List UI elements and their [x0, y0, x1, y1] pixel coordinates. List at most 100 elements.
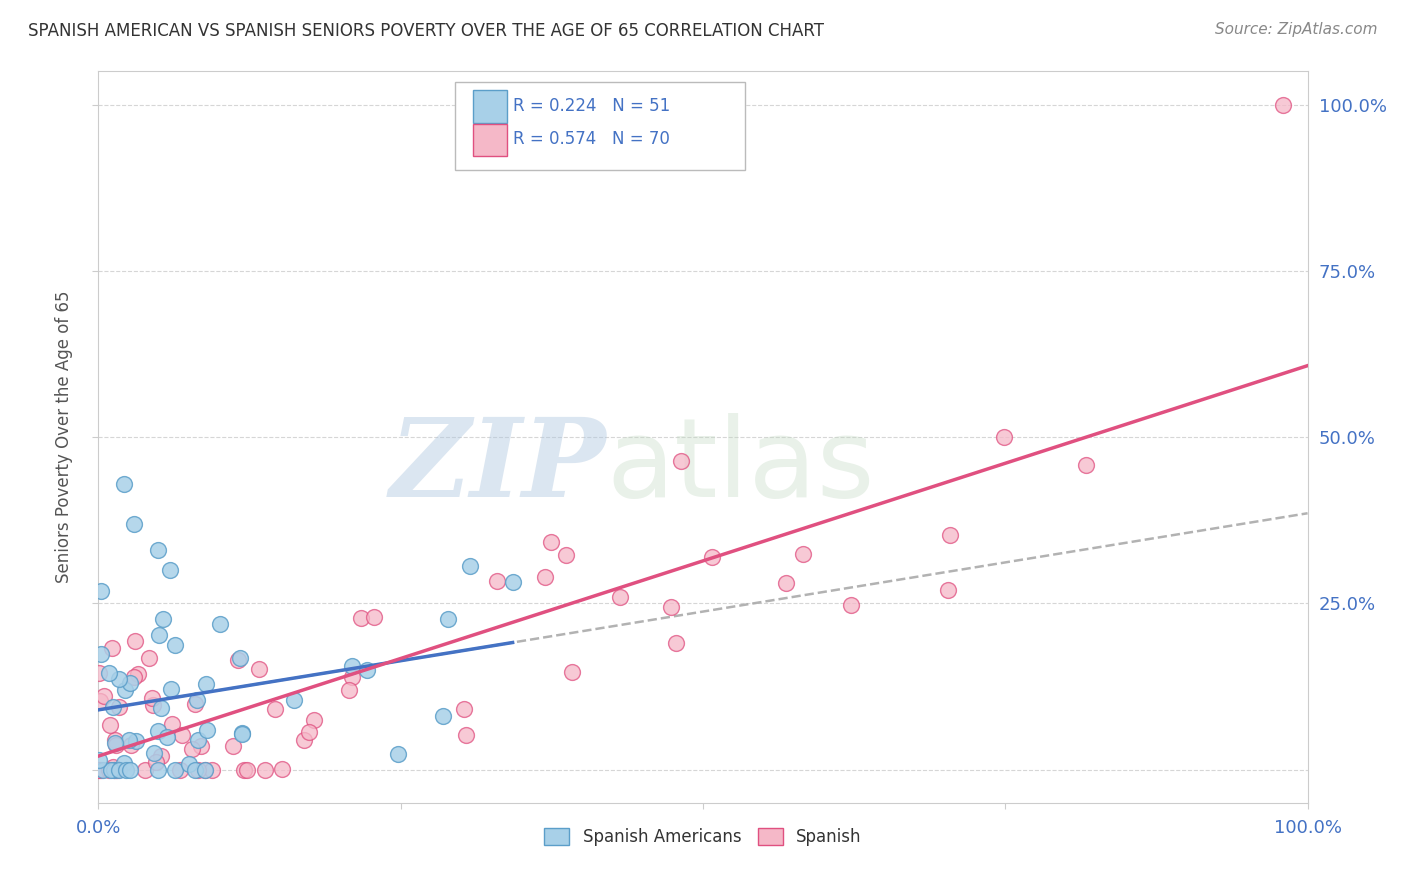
- Point: [148, 627, 170, 641]
- Point: [104, 733, 127, 747]
- Point: [115, 763, 138, 777]
- Point: [554, 549, 576, 563]
- Point: [271, 762, 294, 776]
- Point: [263, 702, 285, 716]
- FancyBboxPatch shape: [474, 124, 508, 156]
- Point: [103, 763, 125, 777]
- Point: [201, 763, 224, 777]
- Point: [89, 694, 111, 708]
- Point: [149, 701, 172, 715]
- Point: [659, 600, 682, 615]
- Point: [100, 641, 122, 656]
- Point: [229, 650, 252, 665]
- Point: [181, 742, 204, 756]
- Point: [340, 659, 363, 673]
- Point: [112, 756, 135, 770]
- Point: [97, 763, 120, 777]
- Point: [209, 616, 232, 631]
- Text: R = 0.574   N = 70: R = 0.574 N = 70: [513, 130, 671, 148]
- Point: [702, 550, 724, 565]
- Point: [298, 725, 321, 739]
- Point: [387, 747, 409, 761]
- Point: [91, 763, 114, 777]
- Point: [534, 570, 557, 584]
- Point: [152, 612, 174, 626]
- Point: [118, 763, 141, 777]
- Point: [100, 763, 122, 777]
- Point: [103, 763, 125, 777]
- Point: [141, 691, 163, 706]
- Point: [350, 611, 373, 625]
- Point: [221, 739, 243, 753]
- Point: [247, 662, 270, 676]
- Point: [302, 713, 325, 727]
- Point: [148, 763, 170, 777]
- Point: [107, 672, 129, 686]
- Point: [437, 612, 460, 626]
- Point: [122, 670, 145, 684]
- Point: [458, 559, 481, 574]
- Point: [104, 763, 127, 777]
- Point: [1272, 97, 1295, 112]
- FancyBboxPatch shape: [474, 90, 508, 122]
- Y-axis label: Seniors Poverty Over the Age of 65: Seniors Poverty Over the Age of 65: [55, 291, 73, 583]
- Point: [146, 724, 169, 739]
- Point: [89, 666, 111, 681]
- Point: [124, 634, 146, 648]
- Text: ZIP: ZIP: [389, 413, 606, 520]
- Point: [145, 755, 167, 769]
- Point: [432, 708, 454, 723]
- Point: [104, 738, 127, 752]
- Point: [195, 723, 218, 737]
- Point: [337, 682, 360, 697]
- Point: [108, 699, 131, 714]
- Point: [486, 574, 509, 588]
- Point: [103, 736, 125, 750]
- Point: [138, 650, 160, 665]
- Point: [226, 653, 249, 667]
- Point: [162, 717, 184, 731]
- Point: [194, 763, 217, 777]
- Point: [502, 574, 524, 589]
- Point: [540, 535, 562, 549]
- Point: [165, 638, 187, 652]
- FancyBboxPatch shape: [456, 82, 745, 170]
- Point: [93, 689, 115, 703]
- Point: [194, 677, 217, 691]
- Point: [792, 547, 814, 561]
- Point: [184, 697, 207, 711]
- Point: [142, 698, 165, 712]
- Point: [194, 763, 217, 777]
- Legend: Spanish Americans, Spanish: Spanish Americans, Spanish: [537, 822, 869, 853]
- Point: [155, 730, 177, 744]
- Point: [561, 665, 583, 680]
- Text: R = 0.224   N = 51: R = 0.224 N = 51: [513, 96, 671, 115]
- Point: [134, 763, 156, 777]
- Point: [775, 576, 797, 591]
- Point: [609, 590, 631, 604]
- Text: SPANISH AMERICAN VS SPANISH SENIORS POVERTY OVER THE AGE OF 65 CORRELATION CHART: SPANISH AMERICAN VS SPANISH SENIORS POVE…: [28, 22, 824, 40]
- Point: [179, 756, 201, 771]
- Point: [150, 748, 173, 763]
- Point: [118, 675, 141, 690]
- Point: [124, 734, 146, 748]
- Point: [453, 702, 475, 716]
- Point: [97, 666, 120, 681]
- Point: [231, 727, 253, 741]
- Point: [90, 763, 112, 777]
- Point: [112, 476, 135, 491]
- Point: [146, 543, 169, 558]
- Point: [87, 763, 110, 777]
- Text: Source: ZipAtlas.com: Source: ZipAtlas.com: [1215, 22, 1378, 37]
- Point: [118, 733, 141, 747]
- Point: [186, 693, 208, 707]
- Point: [669, 454, 692, 468]
- Point: [101, 700, 124, 714]
- Point: [103, 760, 125, 774]
- Point: [839, 599, 862, 613]
- Point: [87, 752, 110, 766]
- Point: [122, 516, 145, 531]
- Point: [340, 670, 363, 684]
- Point: [90, 648, 112, 662]
- Point: [1074, 458, 1097, 472]
